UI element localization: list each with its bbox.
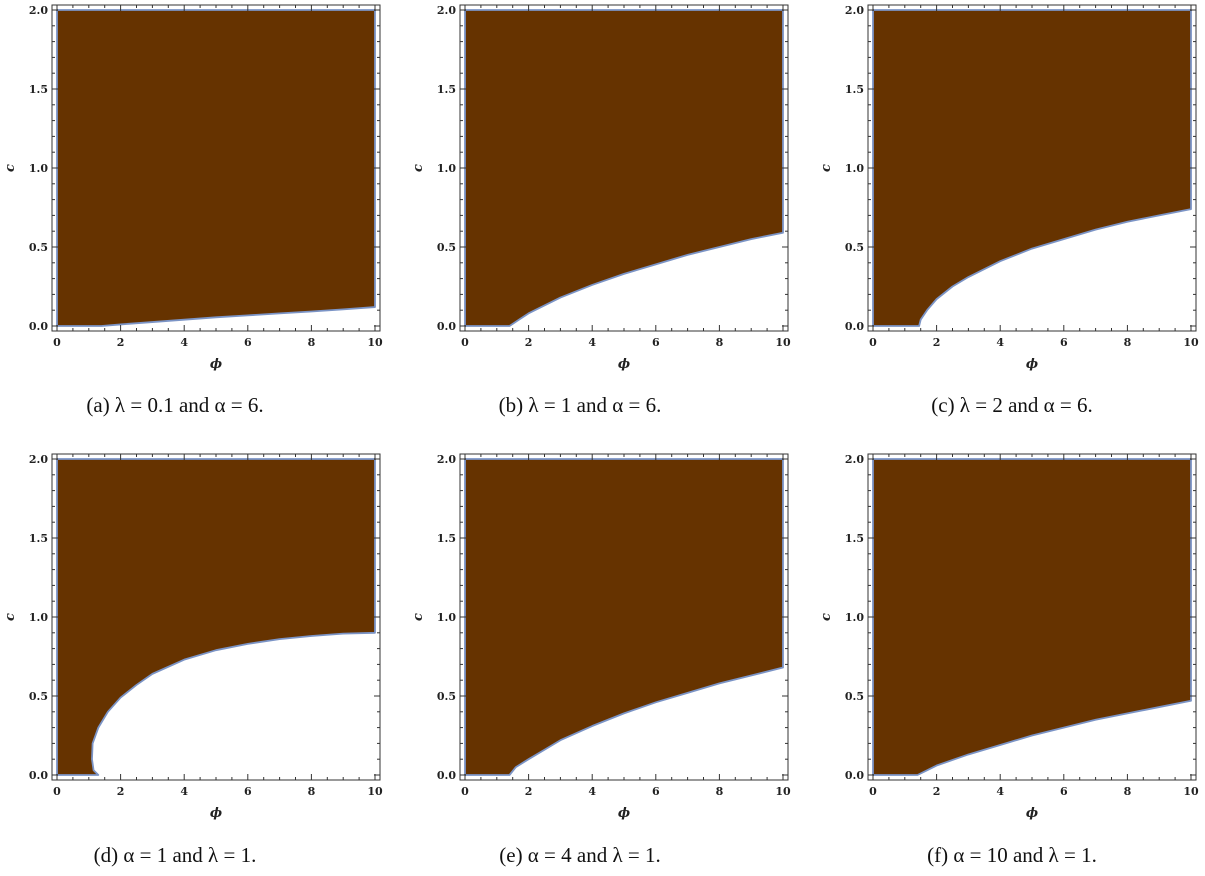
x-tick-label: 4 bbox=[996, 336, 1004, 349]
x-tick-label: 8 bbox=[716, 785, 724, 798]
x-tick-label: 0 bbox=[869, 336, 877, 349]
x-tick-label: 10 bbox=[1183, 785, 1199, 798]
x-tick-label: 6 bbox=[652, 785, 660, 798]
x-tick-label: 8 bbox=[308, 336, 316, 349]
x-tick-label: 8 bbox=[716, 336, 724, 349]
x-tick-label: 8 bbox=[1124, 785, 1132, 798]
y-tick-label: 0.5 bbox=[437, 241, 456, 254]
y-axis-label: c bbox=[3, 164, 18, 172]
y-tick-label: 0.5 bbox=[29, 241, 48, 254]
y-tick-label: 1.0 bbox=[437, 162, 456, 175]
feasible-region bbox=[56, 9, 376, 327]
y-tick-label: 0.0 bbox=[29, 320, 48, 333]
panel-caption: (f) α = 10 and λ = 1. bbox=[927, 843, 1097, 867]
chart-panel-3: 0 2 4 6 8 10 0.0 0.5 1.0 1.5 2.0 ϕ c (c) λ = 2 and α … bbox=[819, 4, 1199, 417]
y-axis-label: c bbox=[411, 613, 426, 621]
x-tick-label: 10 bbox=[367, 336, 383, 349]
y-tick-label: 2.0 bbox=[845, 453, 864, 466]
x-axis-label: ϕ bbox=[1026, 357, 1038, 372]
x-tick-label: 0 bbox=[869, 785, 877, 798]
x-axis-label: ϕ bbox=[210, 357, 222, 372]
chart-panel-2: 0 2 4 6 8 10 0.0 0.5 1.0 1.5 2.0 ϕ c (b) λ = 1 and α … bbox=[411, 4, 791, 417]
x-tick-label: 8 bbox=[1124, 336, 1132, 349]
y-tick-label: 2.0 bbox=[437, 453, 456, 466]
x-tick-label: 4 bbox=[180, 336, 188, 349]
x-tick-label: 8 bbox=[308, 785, 316, 798]
x-tick-label: 6 bbox=[1060, 785, 1068, 798]
y-tick-label: 1.0 bbox=[845, 611, 864, 624]
x-tick-label: 4 bbox=[180, 785, 188, 798]
feasible-region bbox=[464, 9, 784, 327]
x-tick-label: 4 bbox=[996, 785, 1004, 798]
x-axis-label: ϕ bbox=[1026, 806, 1038, 821]
x-tick-label: 6 bbox=[1060, 336, 1068, 349]
y-tick-label: 1.5 bbox=[437, 83, 456, 96]
y-tick-label: 1.5 bbox=[845, 532, 864, 545]
y-axis-label: c bbox=[819, 164, 834, 172]
x-tick-label: 10 bbox=[775, 785, 791, 798]
y-tick-label: 0.5 bbox=[845, 241, 864, 254]
chart-panel-4: 0 2 4 6 8 10 0.0 0.5 1.0 1.5 2.0 ϕ c (d) α = 1 and λ … bbox=[3, 453, 383, 867]
y-tick-label: 1.5 bbox=[845, 83, 864, 96]
y-tick-label: 0.5 bbox=[29, 690, 48, 703]
y-axis-label: c bbox=[3, 613, 18, 621]
y-tick-label: 1.0 bbox=[29, 611, 48, 624]
x-tick-label: 2 bbox=[525, 336, 533, 349]
x-tick-label: 2 bbox=[525, 785, 533, 798]
y-tick-label: 1.0 bbox=[29, 162, 48, 175]
panel-caption: (d) α = 1 and λ = 1. bbox=[94, 843, 257, 867]
x-axis-label: ϕ bbox=[618, 806, 630, 821]
feasible-region bbox=[56, 458, 376, 776]
x-tick-label: 2 bbox=[933, 336, 941, 349]
y-tick-label: 1.0 bbox=[437, 611, 456, 624]
x-axis-label: ϕ bbox=[618, 357, 630, 372]
y-tick-label: 0.0 bbox=[437, 320, 456, 333]
y-tick-label: 0.0 bbox=[845, 769, 864, 782]
y-tick-label: 0.0 bbox=[29, 769, 48, 782]
panel-caption: (a) λ = 0.1 and α = 6. bbox=[86, 393, 263, 417]
y-tick-label: 0.0 bbox=[437, 769, 456, 782]
y-tick-label: 1.5 bbox=[437, 532, 456, 545]
y-tick-label: 0.0 bbox=[845, 320, 864, 333]
feasible-region bbox=[872, 9, 1192, 327]
x-tick-label: 10 bbox=[367, 785, 383, 798]
x-tick-label: 0 bbox=[461, 785, 469, 798]
y-tick-label: 2.0 bbox=[845, 4, 864, 17]
y-tick-label: 0.5 bbox=[845, 690, 864, 703]
y-axis-label: c bbox=[819, 613, 834, 621]
x-tick-label: 4 bbox=[588, 336, 596, 349]
x-tick-label: 6 bbox=[244, 336, 252, 349]
chart-panel-1: 0 2 4 6 8 10 0.0 0.5 1.0 1.5 2.0 ϕ c (a) λ = 0.1 and … bbox=[3, 4, 383, 417]
panel-caption: (c) λ = 2 and α = 6. bbox=[931, 393, 1093, 417]
x-tick-label: 2 bbox=[117, 336, 125, 349]
feasible-region bbox=[464, 458, 784, 776]
panel-caption: (b) λ = 1 and α = 6. bbox=[499, 393, 662, 417]
x-tick-label: 0 bbox=[53, 785, 61, 798]
y-tick-label: 1.0 bbox=[845, 162, 864, 175]
x-tick-label: 6 bbox=[652, 336, 660, 349]
y-tick-label: 2.0 bbox=[29, 4, 48, 17]
y-tick-label: 0.5 bbox=[437, 690, 456, 703]
y-tick-label: 2.0 bbox=[29, 453, 48, 466]
x-tick-label: 10 bbox=[1183, 336, 1199, 349]
x-tick-label: 4 bbox=[588, 785, 596, 798]
chart-panel-5: 0 2 4 6 8 10 0.0 0.5 1.0 1.5 2.0 ϕ c (e) α = 4 and λ … bbox=[411, 453, 791, 867]
y-tick-label: 2.0 bbox=[437, 4, 456, 17]
panel-caption: (e) α = 4 and λ = 1. bbox=[499, 843, 661, 867]
feasible-region bbox=[872, 458, 1192, 776]
y-tick-label: 1.5 bbox=[29, 532, 48, 545]
x-tick-label: 2 bbox=[933, 785, 941, 798]
x-tick-label: 2 bbox=[117, 785, 125, 798]
x-tick-label: 10 bbox=[775, 336, 791, 349]
chart-panel-6: 0 2 4 6 8 10 0.0 0.5 1.0 1.5 2.0 ϕ c (f) α = 10 and λ… bbox=[819, 453, 1199, 867]
y-axis-label: c bbox=[411, 164, 426, 172]
x-tick-label: 0 bbox=[461, 336, 469, 349]
x-tick-label: 0 bbox=[53, 336, 61, 349]
y-tick-label: 1.5 bbox=[29, 83, 48, 96]
x-axis-label: ϕ bbox=[210, 806, 222, 821]
x-tick-label: 6 bbox=[244, 785, 252, 798]
